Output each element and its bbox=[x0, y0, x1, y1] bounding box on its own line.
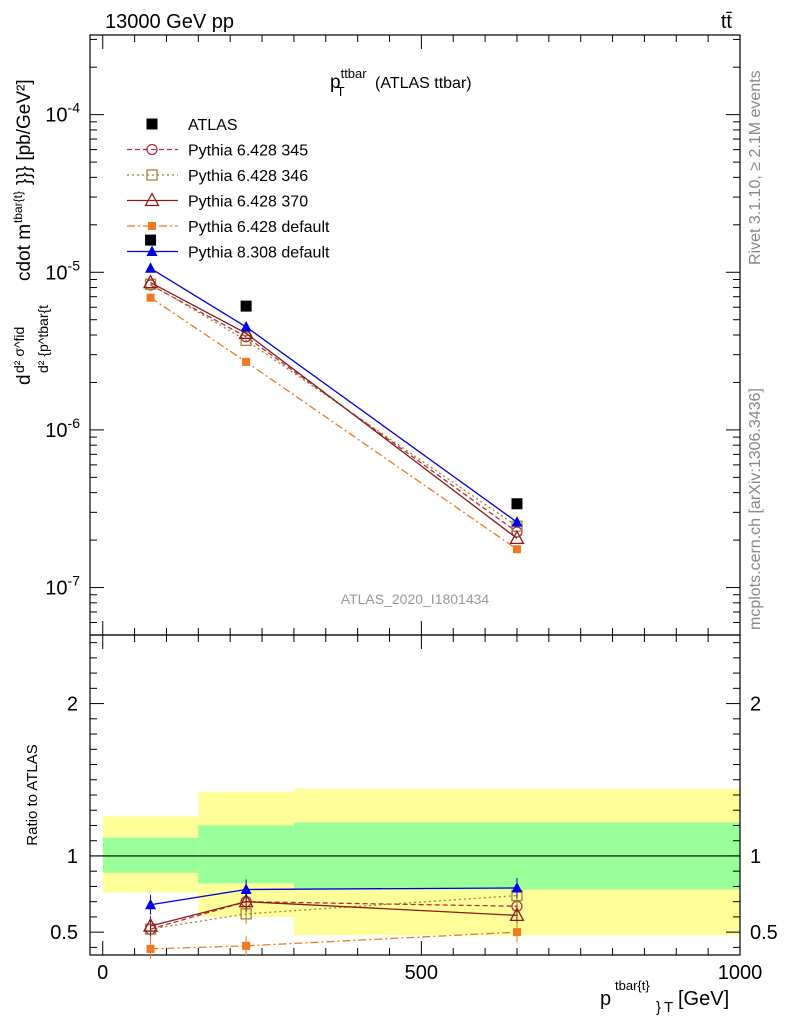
data-point bbox=[509, 530, 525, 545]
data-point bbox=[238, 324, 254, 339]
data-point bbox=[240, 320, 252, 332]
band-green-1 bbox=[198, 825, 294, 884]
svg-text:tbar{t}: tbar{t} bbox=[615, 978, 650, 993]
main-axis-ticks: 10-7 10-6 10-5 10-4 bbox=[45, 35, 741, 636]
ratio-data-point bbox=[512, 928, 521, 937]
data-point bbox=[145, 262, 157, 273]
legend-label: ATLAS bbox=[188, 117, 238, 134]
series-line bbox=[150, 284, 518, 533]
y-tick-label: 10-7 bbox=[45, 573, 80, 600]
legend-label: Pythia 8.308 default bbox=[188, 245, 330, 262]
ratio-y-tick-label: 2 bbox=[67, 694, 78, 716]
ratio-series-line bbox=[150, 931, 517, 950]
ratio-y-axis-label: Ratio to ATLAS bbox=[24, 744, 41, 845]
x-tick-label: 0 bbox=[97, 962, 108, 984]
series-pythia-6-428-346 bbox=[144, 278, 523, 532]
ratio-data-point bbox=[238, 893, 254, 908]
legend-marker bbox=[148, 222, 156, 230]
legend-label: Pythia 6.428 346 bbox=[188, 168, 308, 185]
x-axis-label: p tbar{t} } T [GeV] bbox=[600, 978, 729, 1016]
main-y-axis-label: d d² σ^fid d² {p^tbar{t cdot m tbar{t} }… bbox=[11, 79, 51, 385]
svg-text:[GeV]: [GeV] bbox=[678, 988, 729, 1010]
y-tick-label: 10-6 bbox=[45, 415, 80, 442]
ratio-series-layer bbox=[142, 877, 525, 959]
legend-marker bbox=[146, 118, 158, 130]
series-atlas bbox=[145, 234, 523, 510]
legend-entry: Pythia 8.308 default bbox=[127, 245, 330, 262]
main-series-layer bbox=[142, 234, 525, 554]
data-point bbox=[240, 334, 252, 346]
process-label: tt̄ bbox=[721, 11, 733, 33]
ratio-uncertainty-bands bbox=[90, 788, 740, 936]
legend-entry: Pythia 6.428 default bbox=[127, 219, 330, 236]
analysis-label: ATLAS_2020_I1801434 bbox=[341, 591, 490, 607]
ratio-data-point bbox=[242, 941, 251, 950]
legend-marker bbox=[146, 169, 158, 181]
ratio-data-point bbox=[511, 881, 523, 893]
data-point bbox=[512, 545, 521, 554]
series-line bbox=[150, 297, 518, 550]
svg-text:tbar{t}: tbar{t} bbox=[11, 191, 25, 223]
legend-label: Pythia 6.428 345 bbox=[188, 143, 308, 160]
data-point bbox=[511, 516, 523, 527]
svg-text:d: d bbox=[14, 374, 35, 385]
ratio-series-pythia-8-308-default bbox=[145, 877, 523, 915]
data-point bbox=[511, 526, 523, 538]
ratio-axis-ticks: 0.5 0.5 1 1 2 2 0 500 1000 bbox=[50, 635, 778, 984]
rivet-version-label: Rivet 3.1.10, ≥ 2.1M events bbox=[747, 70, 764, 265]
ratio-series-pythia-6-428-default bbox=[146, 922, 521, 959]
svg-text:d² {p^tbar{t: d² {p^tbar{t bbox=[35, 305, 51, 373]
series-pythia-6-428-370 bbox=[142, 274, 525, 545]
legend-entry: Pythia 6.428 345 bbox=[127, 143, 308, 160]
x-tick-label: 500 bbox=[405, 962, 438, 984]
ratio-data-point bbox=[145, 898, 157, 910]
ratio-y-tick-label-right: 0.5 bbox=[750, 922, 778, 944]
series-line bbox=[150, 283, 518, 527]
ratio-data-point bbox=[142, 917, 159, 932]
svg-text:}: } bbox=[656, 999, 661, 1016]
svg-text:p: p bbox=[600, 988, 611, 1010]
ratio-data-point bbox=[146, 944, 155, 953]
panel-title: pttbar T (ATLAS ttbar) bbox=[330, 66, 472, 99]
series-pythia-6-428-345 bbox=[144, 279, 523, 538]
legend-entry: Pythia 6.428 370 bbox=[127, 192, 308, 211]
data-point bbox=[240, 300, 252, 312]
legend-entry: ATLAS bbox=[146, 117, 238, 134]
svg-text:}}} [pb/GeV²]: }}} [pb/GeV²] bbox=[14, 79, 35, 185]
series-line bbox=[150, 267, 518, 523]
series-pythia-8-308-default bbox=[145, 262, 523, 527]
ratio-y-tick-label-right: 1 bbox=[750, 846, 761, 868]
y-tick-label: 10-5 bbox=[45, 257, 80, 284]
ratio-data-point bbox=[240, 883, 252, 894]
band-green-0 bbox=[102, 837, 199, 873]
beam-label: 13000 GeV pp bbox=[105, 11, 234, 33]
x-tick-label: 1000 bbox=[718, 962, 763, 984]
series-line bbox=[150, 282, 518, 539]
legend-label: Pythia 6.428 370 bbox=[188, 194, 308, 211]
ratio-data-point bbox=[509, 907, 525, 922]
legend-label: Pythia 6.428 default bbox=[188, 219, 330, 236]
legend-entry: Pythia 6.428 346 bbox=[127, 168, 308, 185]
legend-marker bbox=[146, 245, 158, 256]
ratio-y-tick-label-right: 2 bbox=[750, 694, 761, 716]
series-pythia-6-428-default bbox=[146, 293, 521, 554]
data-point bbox=[142, 274, 159, 289]
data-point bbox=[146, 293, 155, 302]
svg-text:T: T bbox=[664, 999, 673, 1016]
mcplots-label: mcplots.cern.ch [arXiv:1306.3436] bbox=[747, 388, 764, 630]
data-point bbox=[511, 498, 523, 510]
legend: ATLAS Pythia 6.428 345 Pythia 6.428 346 Pyt… bbox=[127, 117, 330, 262]
data-point bbox=[242, 357, 251, 366]
legend-marker bbox=[144, 192, 160, 207]
ratio-y-tick-label: 0.5 bbox=[50, 922, 78, 944]
svg-text:cdot m: cdot m bbox=[14, 224, 35, 281]
y-tick-label: 10-4 bbox=[45, 100, 80, 127]
legend-marker bbox=[146, 143, 158, 156]
ratio-y-tick-label: 1 bbox=[67, 846, 78, 868]
svg-text:d² σ^fid: d² σ^fid bbox=[11, 327, 27, 373]
data-point bbox=[145, 234, 157, 246]
